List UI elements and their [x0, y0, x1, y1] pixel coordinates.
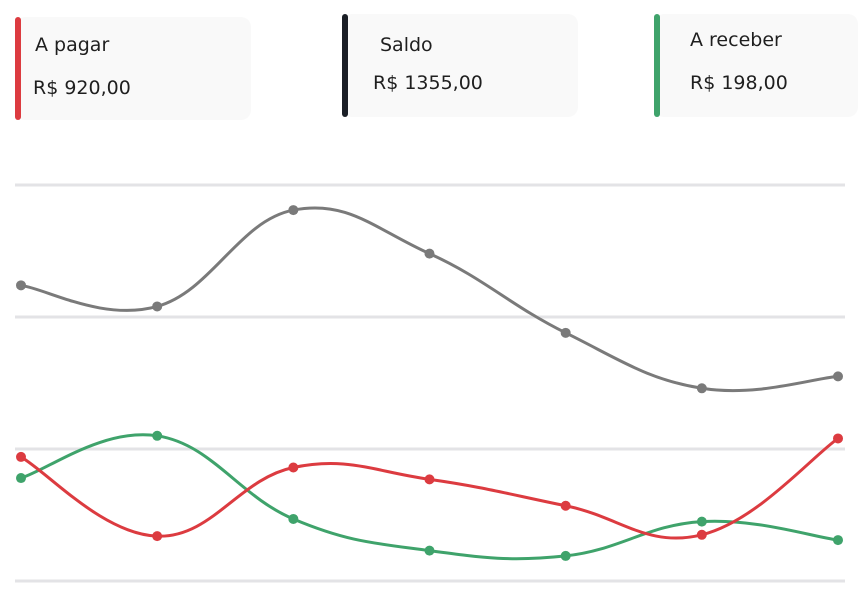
data-point[interactable] [16, 473, 26, 484]
data-point[interactable] [560, 327, 571, 338]
card-label: A receber [690, 29, 782, 51]
accent-bar [15, 17, 21, 120]
data-point[interactable] [152, 301, 163, 312]
series-group [16, 205, 843, 561]
series-line [20, 433, 839, 561]
card-value: R$ 920,00 [33, 77, 131, 99]
summary-card-a-receber: A receber R$ 198,00 [654, 14, 858, 117]
data-point[interactable] [288, 205, 299, 216]
data-point[interactable] [424, 474, 435, 485]
data-point[interactable] [833, 371, 843, 382]
data-point[interactable] [560, 500, 571, 511]
data-point[interactable] [696, 383, 707, 394]
series-line [20, 206, 839, 393]
summary-card-saldo: Saldo R$ 1355,00 [342, 14, 578, 117]
data-point[interactable] [696, 529, 707, 540]
data-point[interactable] [696, 516, 707, 527]
accent-bar [654, 14, 660, 117]
data-point[interactable] [560, 550, 571, 561]
data-point[interactable] [16, 280, 26, 291]
data-point[interactable] [288, 513, 299, 524]
data-point[interactable] [152, 430, 163, 441]
series-line [20, 437, 839, 540]
card-value: R$ 1355,00 [373, 72, 483, 94]
accent-bar [342, 14, 348, 117]
data-point[interactable] [16, 451, 26, 462]
data-point[interactable] [288, 462, 299, 473]
data-point[interactable] [424, 545, 435, 556]
data-point[interactable] [424, 248, 435, 259]
card-value: R$ 198,00 [690, 72, 788, 94]
data-point[interactable] [833, 535, 843, 546]
data-point[interactable] [152, 531, 163, 542]
data-point[interactable] [833, 433, 843, 444]
card-label: Saldo [380, 34, 433, 56]
grid [15, 183, 845, 583]
card-label: A pagar [35, 34, 110, 56]
summary-card-a-pagar: A pagar R$ 920,00 [15, 17, 251, 120]
